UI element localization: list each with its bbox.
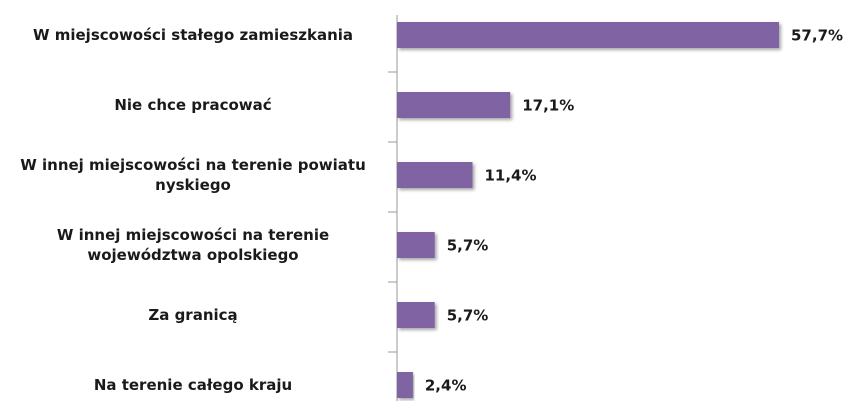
category-label: W innej miejscowości na terenie wojewódz… bbox=[56, 226, 330, 264]
bar bbox=[397, 232, 435, 258]
category-label: Za granicą bbox=[148, 306, 238, 324]
value-label: 2,4% bbox=[425, 377, 467, 395]
value-label: 17,1% bbox=[522, 97, 574, 115]
bar bbox=[397, 162, 473, 188]
value-label: 5,7% bbox=[447, 237, 489, 255]
bar bbox=[397, 92, 511, 118]
category-label: Nie chce pracować bbox=[114, 96, 272, 114]
category-label: Na terenie całego kraju bbox=[93, 376, 293, 394]
bar bbox=[397, 22, 779, 48]
value-label: 5,7% bbox=[447, 307, 489, 325]
bar bbox=[397, 372, 413, 398]
value-label: 57,7% bbox=[791, 27, 843, 45]
bar bbox=[397, 302, 435, 328]
category-label: W miejscowości stałego zamieszkania bbox=[32, 26, 354, 44]
value-label: 11,4% bbox=[484, 167, 536, 185]
category-label: W innej miejscowości na terenie powiatu … bbox=[20, 156, 366, 194]
